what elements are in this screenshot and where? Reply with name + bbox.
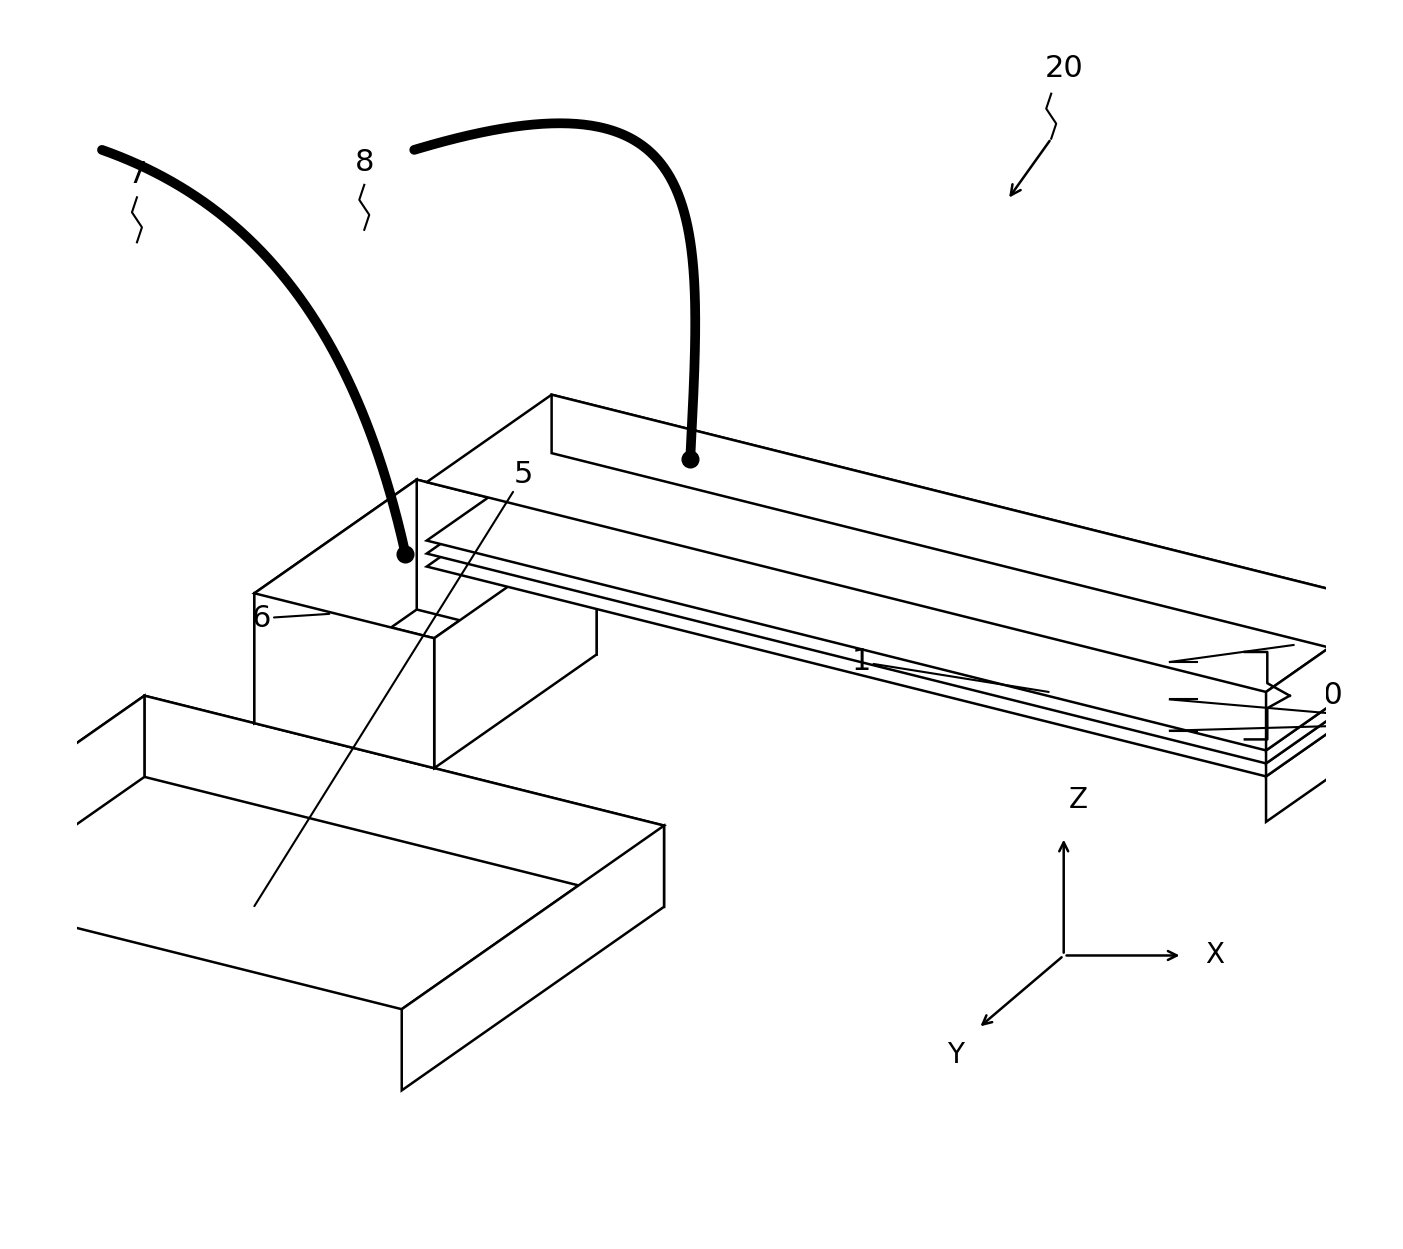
Polygon shape [1266, 676, 1390, 777]
Polygon shape [145, 696, 664, 907]
Text: 1: 1 [852, 647, 1048, 692]
Polygon shape [427, 466, 1390, 763]
Polygon shape [551, 466, 1390, 689]
Polygon shape [551, 395, 1390, 663]
Polygon shape [1266, 663, 1390, 763]
Text: Z: Z [1069, 787, 1089, 814]
Polygon shape [0, 696, 145, 960]
Polygon shape [1266, 605, 1390, 751]
Text: 5: 5 [254, 460, 533, 907]
Polygon shape [427, 480, 1390, 777]
Text: 3: 3 [1226, 678, 1246, 708]
Polygon shape [551, 453, 1390, 676]
Text: 10: 10 [1305, 681, 1344, 711]
Text: 8: 8 [355, 147, 375, 177]
Polygon shape [254, 480, 596, 638]
Text: 4: 4 [1226, 641, 1246, 671]
Text: X: X [1205, 942, 1223, 969]
Polygon shape [254, 480, 417, 723]
Text: 2: 2 [1226, 709, 1246, 739]
Text: 7: 7 [128, 160, 147, 190]
Polygon shape [401, 826, 664, 1090]
Text: 20: 20 [1044, 54, 1083, 84]
Polygon shape [417, 480, 596, 654]
Text: Y: Y [947, 1040, 964, 1069]
Polygon shape [0, 696, 664, 1009]
Polygon shape [427, 453, 1390, 751]
Polygon shape [427, 395, 1390, 692]
Text: 6: 6 [253, 603, 330, 633]
Polygon shape [434, 525, 596, 768]
Polygon shape [551, 480, 1390, 734]
Polygon shape [254, 593, 434, 768]
Polygon shape [1266, 689, 1390, 822]
